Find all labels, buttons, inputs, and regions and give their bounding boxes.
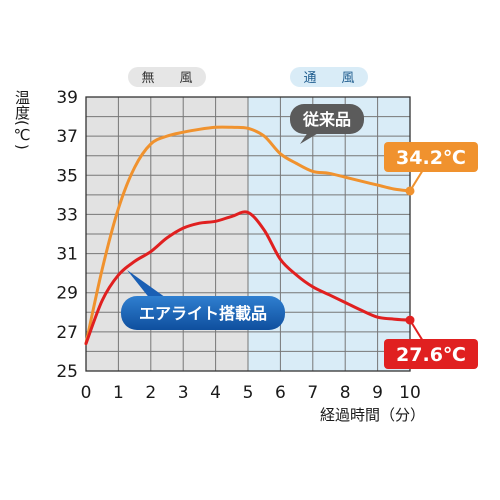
region-label-1: 通 風: [303, 71, 360, 86]
x-tick-label: 7: [307, 383, 318, 403]
x-axis-title: 経過時間（分）: [320, 406, 425, 424]
series-line-1: [84, 210, 412, 346]
y-tick-label: 33: [56, 205, 78, 225]
end-value-badge-0: [384, 142, 478, 172]
x-tick-label: 10: [399, 383, 421, 403]
series-name-pointer-0: [300, 132, 320, 144]
y-tick-label: 31: [56, 245, 78, 265]
series-name-pill-1: [121, 296, 285, 330]
x-tick-label: 0: [81, 383, 92, 403]
y-tick-label: 35: [56, 166, 78, 186]
axis-ticks: 25 27 29 31 33 35 37 39 0 1 2 3 4 5 6 7 8 9 10: [56, 88, 420, 403]
series-name-pointer-1: [127, 270, 169, 300]
x-tick-label: 1: [113, 383, 124, 403]
x-tick-label: 9: [372, 383, 383, 403]
end-value-label-0: 34.2℃: [396, 147, 466, 169]
x-tick-label: 4: [210, 383, 221, 403]
end-value-label-1: 27.6℃: [396, 344, 466, 366]
plot-border: [85, 96, 411, 372]
x-tick-label: 3: [178, 383, 189, 403]
series-name-label-0: 従来品: [302, 110, 351, 129]
x-tick-label: 8: [340, 383, 351, 403]
y-tick-label: 29: [56, 284, 78, 304]
region-label-0: 無 風: [141, 71, 198, 86]
y-axis-title: 温度(℃): [13, 90, 31, 150]
y-tick-label: 25: [56, 362, 78, 382]
region-pill-1: [290, 67, 368, 87]
series-name-pill-0: [290, 104, 364, 134]
series-line-0: [84, 125, 412, 346]
y-tick-label: 39: [56, 88, 78, 108]
series-name-label-1: エアライト搭載品: [139, 304, 267, 323]
region-pill-0: [128, 67, 206, 87]
x-tick-label: 6: [275, 383, 286, 403]
x-tick-label: 2: [145, 383, 156, 403]
y-tick-label: 37: [56, 127, 78, 147]
end-value-badge-1: [384, 339, 478, 369]
y-tick-label: 27: [56, 323, 78, 343]
x-tick-label: 5: [243, 383, 254, 403]
